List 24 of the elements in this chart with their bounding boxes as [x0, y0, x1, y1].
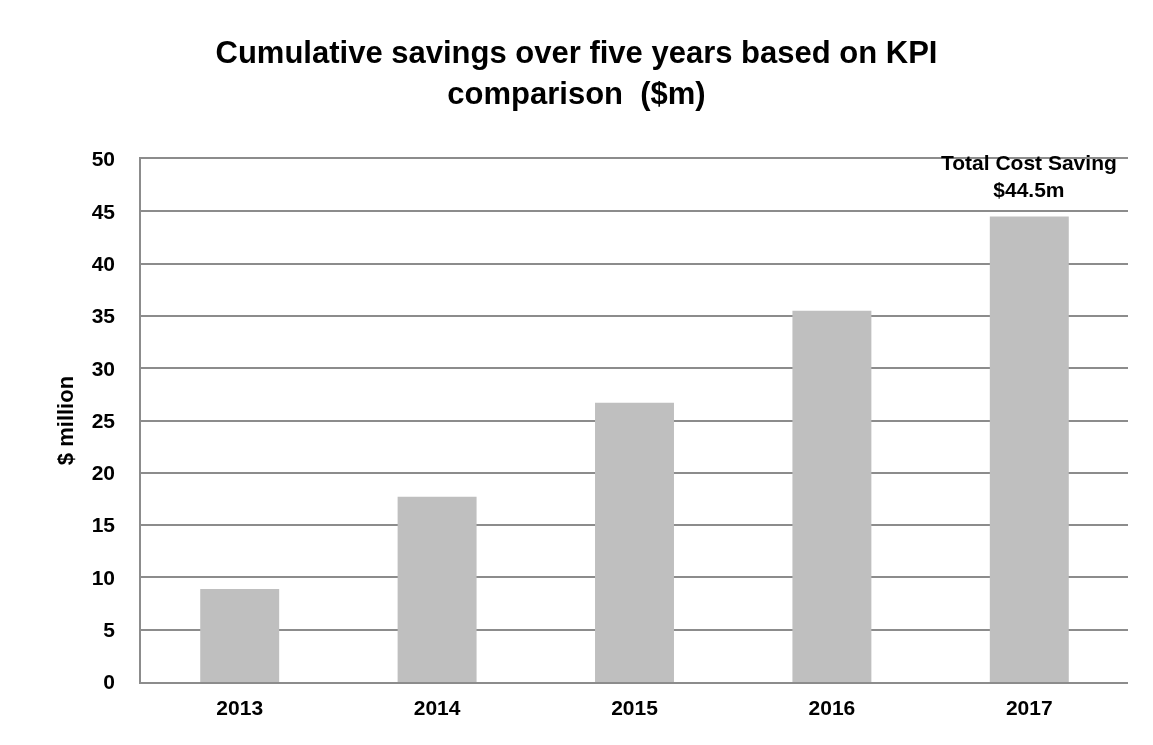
y-axis-title: $ million: [52, 375, 78, 466]
y-tick-label: 0: [103, 670, 116, 694]
y-tick-label: 5: [103, 618, 116, 642]
annotation: Total Cost Saving $44.5m: [941, 151, 1117, 202]
bar: [397, 496, 477, 682]
y-tick-label: 30: [91, 356, 116, 380]
y-tick-label: 50: [91, 147, 116, 171]
y-tick-label: 35: [91, 304, 116, 328]
x-tick-label: 2015: [611, 695, 659, 719]
bar: [595, 402, 674, 682]
y-tick-label: 45: [91, 199, 116, 223]
x-tick-label: 2016: [808, 695, 856, 719]
x-tick-label: 2017: [1005, 695, 1053, 719]
bar: [989, 216, 1069, 682]
x-tick-label: 2014: [413, 695, 461, 719]
y-tick-label: 15: [91, 513, 116, 537]
x-tick-label: 2013: [216, 695, 264, 719]
bar: [792, 310, 872, 682]
y-tick-label: 40: [91, 251, 116, 275]
bar: [200, 588, 280, 682]
chart-title: Cumulative savings over five years based on KPI comparison ($m): [215, 35, 938, 111]
y-tick-label: 25: [91, 408, 116, 432]
y-tick-label: 20: [91, 461, 116, 485]
y-tick-label: 10: [91, 565, 116, 589]
